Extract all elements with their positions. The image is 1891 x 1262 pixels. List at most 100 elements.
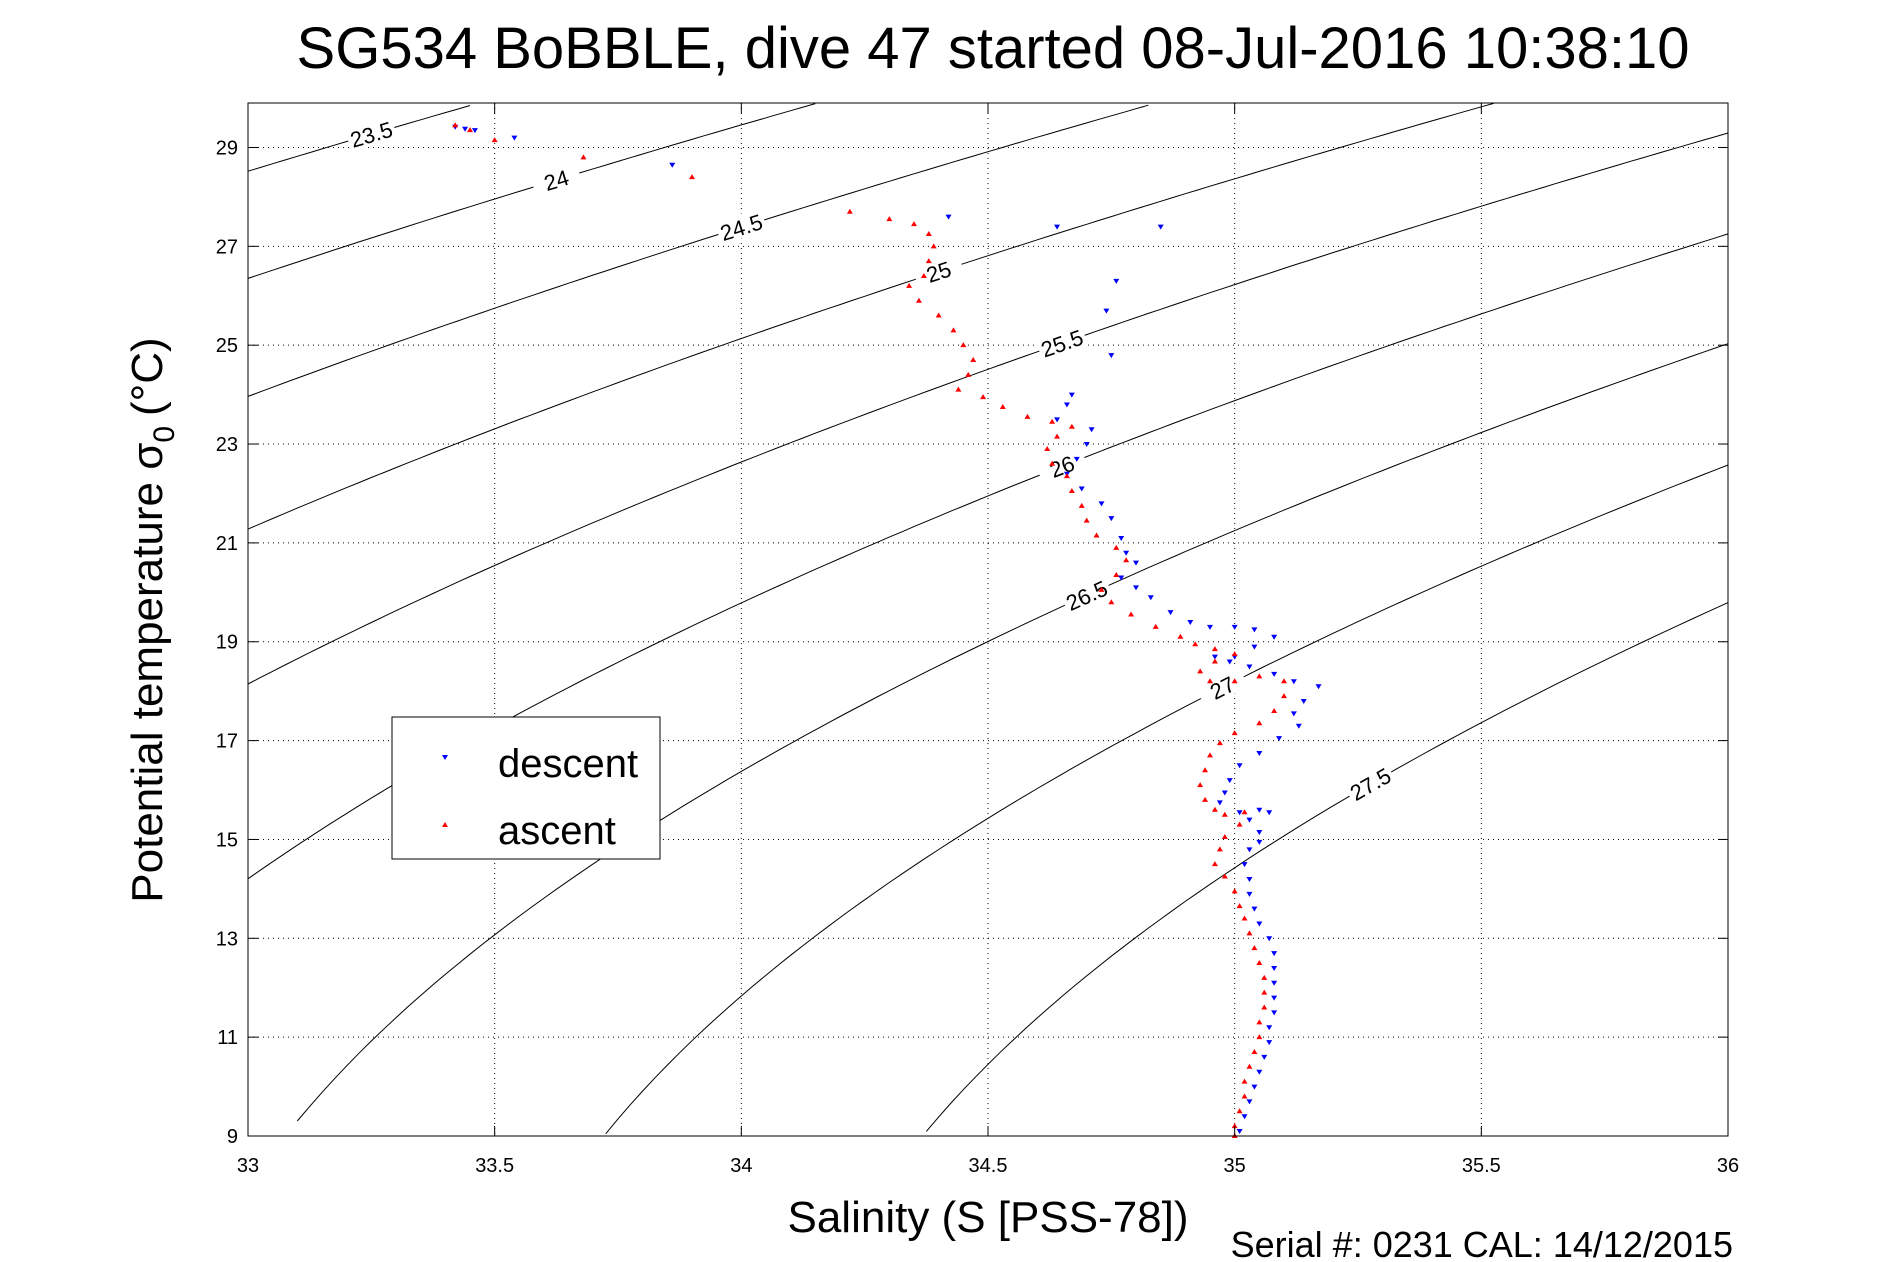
- descent-point: [1241, 1114, 1248, 1120]
- ascent-point: [915, 297, 922, 303]
- descent-point: [1256, 830, 1263, 836]
- descent-point: [1295, 723, 1302, 729]
- data-points: [452, 122, 1322, 1138]
- ascent-point: [1241, 809, 1248, 815]
- x-tick-label: 33.5: [475, 1155, 514, 1177]
- density-contour-line: [247, 132, 1729, 685]
- y-axis-label-subscript: 0: [148, 426, 181, 443]
- ascent-point: [1236, 821, 1243, 827]
- y-tick-label: 29: [216, 137, 238, 159]
- ascent-point: [1256, 960, 1263, 966]
- ascent-point: [1216, 740, 1223, 746]
- contour-label-background: [1059, 573, 1114, 616]
- ascent-point: [1231, 651, 1238, 657]
- ascent-point: [1068, 487, 1075, 493]
- ascent-point: [1231, 888, 1238, 894]
- ascent-point: [1068, 423, 1075, 429]
- ascent-point: [965, 371, 972, 377]
- contour-label-background: [1343, 760, 1397, 806]
- ascent-point: [689, 174, 695, 180]
- ascent-point: [1221, 833, 1228, 839]
- ascent-point: [1256, 1034, 1263, 1040]
- descent-point: [1271, 980, 1278, 986]
- descent-point: [1118, 535, 1125, 541]
- descent-point: [1251, 1084, 1258, 1090]
- ascent-point: [1221, 873, 1228, 879]
- ascent-point: [960, 342, 967, 348]
- x-tick-label: 33: [237, 1155, 259, 1177]
- y-axis-label-main: Potential temperature σ: [123, 443, 172, 903]
- descent-point: [1083, 442, 1090, 448]
- ascent-point: [1177, 633, 1184, 639]
- descent-point: [1241, 862, 1248, 868]
- descent-point: [1271, 634, 1278, 640]
- ascent-point: [1093, 532, 1100, 538]
- descent-point: [1256, 839, 1263, 845]
- descent-point: [1068, 392, 1075, 398]
- descent-point: [1271, 965, 1278, 971]
- descent-point: [1246, 876, 1253, 882]
- ascent-point: [935, 312, 942, 318]
- descent-point: [1266, 810, 1273, 816]
- descent-point: [945, 214, 952, 220]
- density-contour-line: [247, 103, 816, 279]
- legend-label-descent: descent: [498, 742, 638, 786]
- ascent-point: [1207, 752, 1213, 758]
- descent-point: [1226, 659, 1233, 665]
- ascent-point: [452, 122, 459, 128]
- descent-point: [1236, 810, 1243, 816]
- y-tick-label: 21: [216, 533, 238, 555]
- descent-point: [462, 126, 469, 132]
- ascent-point: [1251, 1048, 1258, 1054]
- descent-point: [1271, 951, 1278, 957]
- descent-point: [1187, 619, 1194, 625]
- ascent-point: [911, 221, 917, 227]
- descent-point: [1073, 456, 1080, 462]
- ascent-point: [1236, 903, 1243, 909]
- descent-point: [1078, 486, 1085, 492]
- descent-point: [1246, 817, 1253, 823]
- ascent-point: [1063, 473, 1070, 479]
- legend-marker-descent: [442, 755, 448, 760]
- descent-point: [1236, 1129, 1243, 1135]
- ascent-point: [1197, 782, 1204, 788]
- descent-point: [1133, 585, 1139, 591]
- ascent-point: [1202, 767, 1209, 773]
- y-tick-label: 15: [216, 829, 238, 851]
- density-contour-line: [247, 104, 1149, 397]
- legend-marker-ascent: [442, 822, 448, 827]
- y-tick-label: 13: [216, 928, 238, 950]
- ascent-point: [1049, 460, 1056, 466]
- ascent-point: [1197, 668, 1204, 674]
- descent-point: [1211, 654, 1218, 660]
- descent-point: [1147, 595, 1154, 601]
- descent-point: [1236, 763, 1243, 769]
- ascent-point: [950, 327, 957, 333]
- ascent-point: [1231, 678, 1238, 684]
- y-tick-label: 23: [216, 434, 238, 456]
- descent-point: [1266, 936, 1273, 942]
- descent-point: [1226, 778, 1233, 784]
- descent-point: [1108, 353, 1115, 359]
- ascent-point: [1261, 974, 1268, 980]
- ascent-point: [930, 243, 937, 249]
- ascent-point: [970, 357, 977, 363]
- ascent-point: [467, 127, 473, 133]
- x-tick-label: 36: [1717, 1155, 1739, 1177]
- legend: descent ascent: [391, 716, 661, 860]
- ascent-point: [1113, 572, 1120, 578]
- ascent-point: [1246, 930, 1253, 936]
- ascent-point: [1083, 517, 1090, 523]
- descent-point: [1246, 1099, 1253, 1105]
- ascent-point: [1054, 433, 1061, 439]
- ascent-point: [999, 403, 1006, 409]
- descent-point: [1113, 278, 1120, 284]
- ascent-point: [1211, 646, 1218, 652]
- footer-serial-cal: Serial #: 0231 CAL: 14/12/2015: [1231, 1224, 1733, 1262]
- contour-label-background: [911, 251, 965, 290]
- x-tick-label: 35: [1224, 1155, 1246, 1177]
- density-contour-line: [296, 343, 1729, 1122]
- descent-point: [1271, 995, 1278, 1001]
- descent-point: [1251, 627, 1258, 633]
